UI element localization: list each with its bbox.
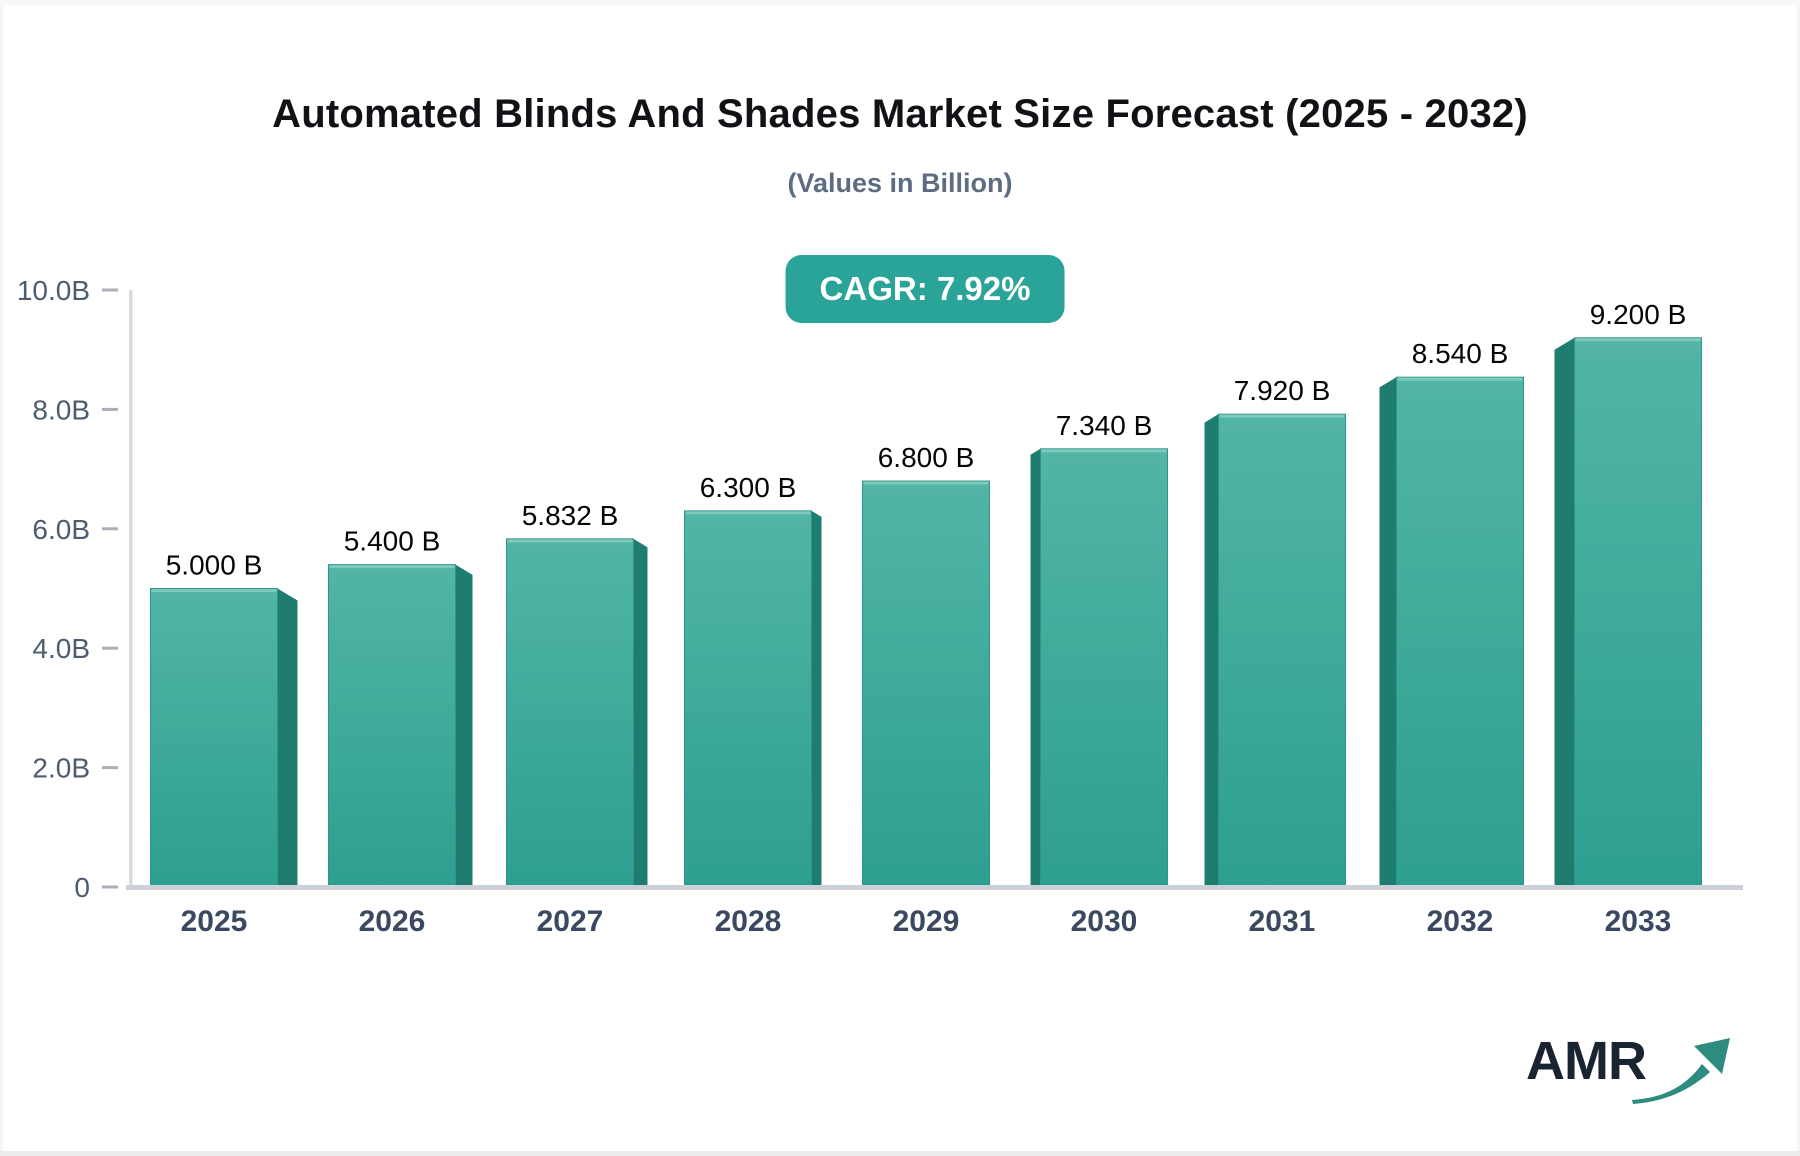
bar-side-3d (1379, 377, 1397, 887)
value-label-2032: 8.540 B (1412, 338, 1509, 369)
bar-2030[interactable]: 7.340 B (1030, 410, 1168, 888)
amr-logo-text: AMR (1526, 1031, 1647, 1091)
growth-arrow-icon (1631, 1038, 1730, 1104)
bar-2025[interactable]: 5.000 B (150, 550, 298, 888)
y-tick-mark-6.0B (102, 527, 118, 531)
bar-side-3d (277, 588, 298, 887)
value-label-2028: 6.300 B (700, 472, 797, 503)
bar-face (862, 480, 990, 888)
value-label-2027: 5.832 B (522, 500, 619, 531)
bar-face (328, 564, 456, 888)
y-tick-label-6.0B: 6.0B (32, 514, 90, 545)
x-tick-label-2030: 2030 (1071, 905, 1138, 938)
bar-2029[interactable]: 6.800 B (862, 442, 990, 888)
y-tick-label-8.0B: 8.0B (32, 394, 90, 425)
bar-side-3d (633, 538, 648, 887)
value-label-2029: 6.800 B (878, 442, 975, 473)
x-tick-label-2032: 2032 (1427, 905, 1494, 938)
bar-face (1040, 448, 1168, 888)
x-tick-label-2027: 2027 (537, 905, 604, 938)
page-title: Automated Blinds And Shades Market Size … (272, 92, 1528, 136)
y-tick-label-4.0B: 4.0B (32, 633, 90, 664)
bar-face (684, 510, 812, 888)
value-label-2031: 7.920 B (1234, 375, 1331, 406)
cagr-badge: CAGR: 7.92% (785, 255, 1065, 323)
x-tick-label-2025: 2025 (181, 905, 248, 938)
bar-2032[interactable]: 8.540 B (1379, 338, 1524, 888)
bar-side-3d (1030, 448, 1041, 887)
arrow-swoosh (1631, 1064, 1710, 1104)
bar-side-3d (455, 564, 473, 887)
x-tick-label-2029: 2029 (893, 905, 960, 938)
bar-face (1396, 376, 1524, 888)
bar-2031[interactable]: 7.920 B (1204, 375, 1346, 888)
bar-side-3d (1554, 337, 1575, 887)
arrow-head (1693, 1038, 1730, 1074)
bar-side-3d (1204, 414, 1219, 887)
bar-face (506, 538, 634, 888)
y-tick-mark-10.0B (102, 288, 118, 292)
amr-logo: AMR (1526, 1031, 1734, 1110)
value-label-2025: 5.000 B (166, 550, 263, 581)
value-label-2030: 7.340 B (1056, 410, 1153, 441)
y-tick-label-0: 0 (74, 872, 90, 903)
x-tick-label-2028: 2028 (715, 905, 782, 938)
y-tick-mark-0 (102, 885, 118, 889)
bar-2033[interactable]: 9.200 B (1554, 299, 1702, 888)
bar-face (1218, 413, 1346, 888)
bar-face (150, 588, 278, 888)
y-axis-line (129, 290, 133, 887)
value-label-2026: 5.400 B (344, 526, 441, 557)
bar-side-3d (811, 510, 822, 887)
chart-subtitle: (Values in Billion) (787, 168, 1013, 198)
x-tick-label-2031: 2031 (1249, 905, 1316, 938)
y-tick-mark-8.0B (102, 407, 118, 411)
value-label-2033: 9.200 B (1590, 299, 1687, 330)
y-tick-label-2.0B: 2.0B (32, 753, 90, 784)
y-tick-mark-4.0B (102, 646, 118, 650)
x-tick-label-2033: 2033 (1605, 905, 1672, 938)
x-tick-label-2026: 2026 (359, 905, 426, 938)
y-tick-mark-2.0B (102, 766, 118, 770)
bar-2026[interactable]: 5.400 B (328, 526, 473, 888)
bar-2028[interactable]: 6.300 B (684, 472, 822, 888)
bar-2027[interactable]: 5.832 B (506, 500, 648, 888)
y-tick-label-10.0B: 10.0B (17, 275, 90, 306)
bar-face (1574, 337, 1702, 888)
